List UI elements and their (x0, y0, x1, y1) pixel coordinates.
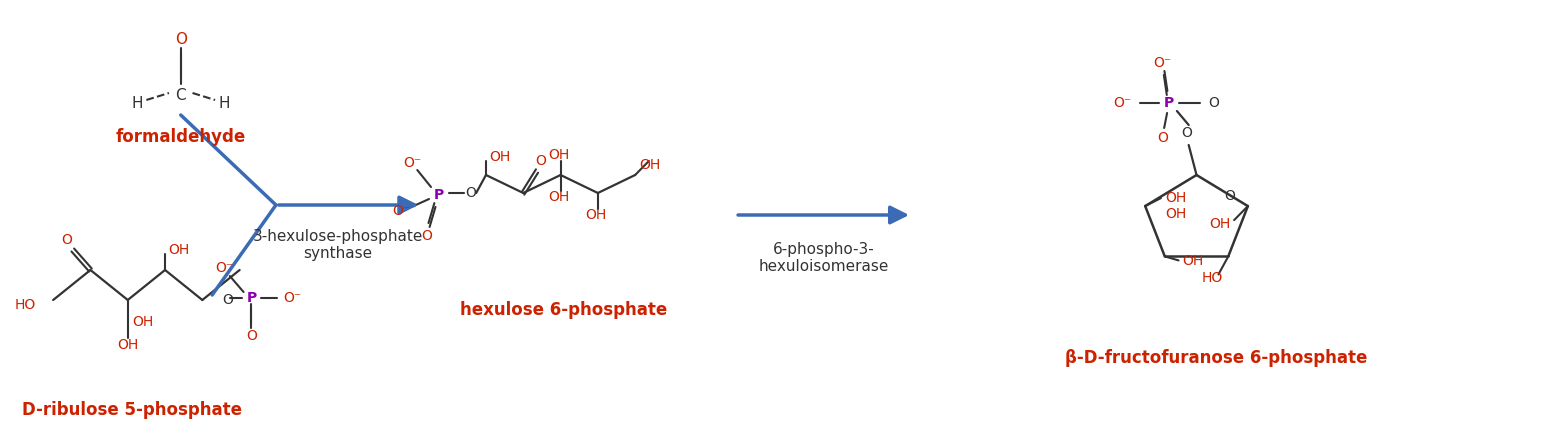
Text: O: O (247, 329, 258, 343)
Text: HO: HO (1203, 271, 1223, 285)
Text: OH: OH (638, 158, 660, 172)
Text: HO: HO (14, 298, 35, 312)
Text: O: O (421, 229, 432, 243)
Text: OH: OH (1209, 217, 1231, 231)
Text: OH: OH (1183, 254, 1204, 269)
Text: O: O (222, 293, 233, 307)
Text: O: O (535, 154, 546, 168)
Text: OH: OH (168, 243, 190, 257)
Text: H: H (217, 96, 230, 111)
Text: O: O (62, 233, 72, 247)
Text: OH: OH (489, 150, 510, 164)
Text: O⁻: O⁻ (282, 291, 301, 305)
Text: 3-hexulose-phosphate
synthase: 3-hexulose-phosphate synthase (253, 229, 423, 261)
Text: P: P (433, 188, 444, 202)
Text: P: P (247, 291, 256, 305)
Text: OH: OH (586, 208, 606, 222)
Text: O: O (1209, 96, 1220, 110)
Text: OH: OH (1164, 207, 1186, 221)
Text: O: O (1224, 189, 1235, 202)
Text: O: O (1158, 131, 1169, 145)
Text: O: O (464, 186, 476, 200)
Text: P: P (1164, 96, 1173, 110)
Text: H: H (131, 96, 143, 111)
Text: O: O (174, 33, 187, 48)
Text: D-ribulose 5-phosphate: D-ribulose 5-phosphate (22, 401, 242, 419)
Text: OH: OH (1164, 191, 1186, 205)
Text: O: O (1181, 126, 1192, 140)
Text: OH: OH (117, 338, 139, 352)
Text: hexulose 6-phosphate: hexulose 6-phosphate (460, 301, 668, 319)
Text: C: C (176, 87, 187, 102)
Text: O⁻: O⁻ (393, 204, 410, 218)
Text: formaldehyde: formaldehyde (116, 128, 245, 146)
Text: OH: OH (547, 148, 569, 162)
Text: O⁻: O⁻ (1153, 56, 1172, 70)
Text: O⁻: O⁻ (1113, 96, 1132, 110)
Text: OH: OH (547, 190, 569, 204)
Text: OH: OH (133, 315, 154, 329)
Text: β-D-fructofuranose 6-phosphate: β-D-fructofuranose 6-phosphate (1066, 349, 1368, 367)
Text: O⁻: O⁻ (214, 261, 233, 275)
Text: 6-phospho-3-
hexuloisomerase: 6-phospho-3- hexuloisomerase (759, 242, 888, 274)
Text: O⁻: O⁻ (404, 156, 421, 170)
